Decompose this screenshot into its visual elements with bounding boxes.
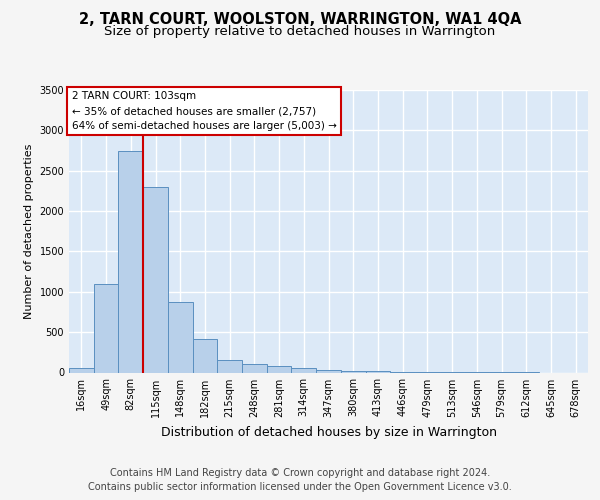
Bar (118, 150, 143, 372)
Text: Size of property relative to detached houses in Warrington: Size of property relative to detached ho… (104, 25, 496, 38)
Bar (69, 368, 94, 372)
Text: 2, TARN COURT, WOOLSTON, WARRINGTON, WA1 4QA: 2, TARN COURT, WOOLSTON, WARRINGTON, WA1… (79, 12, 521, 28)
Text: 2 TARN COURT: 103sqm
← 35% of detached houses are smaller (2,757)
64% of semi-de: 2 TARN COURT: 103sqm ← 35% of detached h… (71, 92, 337, 131)
Bar (94, 284, 118, 372)
Bar (193, 338, 217, 372)
Bar (217, 360, 242, 372)
Bar (292, 368, 316, 372)
Text: Distribution of detached houses by size in Warrington: Distribution of detached houses by size … (161, 426, 497, 439)
Bar (267, 366, 292, 372)
Bar (316, 370, 341, 372)
Bar (242, 364, 267, 372)
Text: Contains HM Land Registry data © Crown copyright and database right 2024.
Contai: Contains HM Land Registry data © Crown c… (88, 468, 512, 492)
Bar (341, 371, 365, 372)
Bar (143, 187, 168, 372)
Bar (168, 302, 193, 372)
Y-axis label: Number of detached properties: Number of detached properties (24, 144, 34, 319)
